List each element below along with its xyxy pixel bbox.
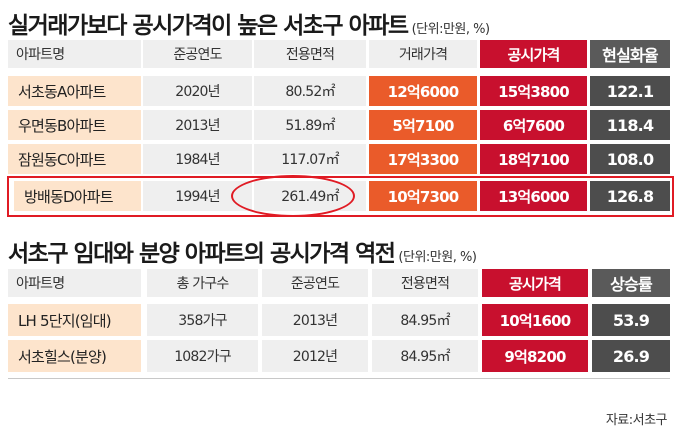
t1-row2-name: 우면동B아파트 — [8, 110, 141, 140]
t2-row1-name: LH 5단지(임대) — [8, 304, 141, 336]
t1-header-name: 아파트명 — [8, 40, 141, 68]
t1-row1-ratio: 122.1 — [590, 76, 670, 106]
t1-row1-year: 2020년 — [143, 76, 252, 106]
t2-row1-area: 84.95㎡ — [372, 304, 478, 336]
t2-header-name: 아파트명 — [8, 269, 141, 297]
t1-row4-official: 13억6000 — [480, 181, 587, 211]
t1-row3-year: 1984년 — [143, 144, 252, 174]
t1-row3-trade: 17억3300 — [369, 144, 477, 174]
t2-row2-growth: 26.9 — [592, 340, 670, 372]
t1-header-ratio: 현실화율 — [590, 40, 670, 68]
t2-row2-official: 9억8200 — [482, 340, 588, 372]
t1-row3-area: 117.07㎡ — [254, 144, 366, 174]
t2-row1-households: 358가구 — [147, 304, 258, 336]
row-highlight-box — [7, 176, 674, 217]
t2-header-growth: 상승률 — [592, 269, 670, 297]
t2-row1-year: 2013년 — [262, 304, 368, 336]
t2-row2-households: 1082가구 — [147, 340, 258, 372]
table1-title-text: 실거래가보다 공시가격이 높은 서초구 아파트 — [8, 13, 409, 39]
t1-row1-trade: 12억6000 — [369, 76, 477, 106]
t1-header-year: 준공연도 — [143, 40, 252, 68]
table1-title: 실거래가보다 공시가격이 높은 서초구 아파트 (단위:만원, %) — [8, 6, 490, 40]
t1-row2-trade: 5억7100 — [369, 110, 477, 140]
t2-header-households: 총 가구수 — [147, 269, 258, 297]
t1-row4-trade: 10억7300 — [369, 181, 477, 211]
table1-unit: (단위:만원, %) — [411, 22, 490, 37]
t2-header-area: 전용면적 — [372, 269, 478, 297]
t1-row1-name: 서초동A아파트 — [8, 76, 141, 106]
t2-row2-year: 2012년 — [262, 340, 368, 372]
table2-unit: (단위:만원, %) — [398, 250, 477, 265]
t2-header-official: 공시가격 — [482, 269, 588, 297]
t1-row3-official: 18억7100 — [480, 144, 587, 174]
t1-row3-name: 잠원동C아파트 — [8, 144, 141, 174]
t1-row2-year: 2013년 — [143, 110, 252, 140]
t1-header-official: 공시가격 — [480, 40, 587, 68]
t1-row4-year: 1994년 — [143, 181, 252, 211]
t1-row4-name: 방배동D아파트 — [14, 181, 141, 211]
t1-row2-area: 51.89㎡ — [254, 110, 366, 140]
t1-row2-official: 6억7600 — [480, 110, 587, 140]
t2-row2-name: 서초힐스(분양) — [8, 340, 141, 372]
bottom-divider — [8, 378, 670, 379]
table2-title-text: 서초구 임대와 분양 아파트의 공시가격 역전 — [8, 241, 396, 267]
t1-row3-ratio: 108.0 — [590, 144, 670, 174]
t2-header-year: 준공연도 — [262, 269, 368, 297]
t1-row4-ratio: 126.8 — [590, 181, 670, 211]
t1-row1-official: 15억3800 — [480, 76, 587, 106]
t2-row1-official: 10억1600 — [482, 304, 588, 336]
t2-row1-growth: 53.9 — [592, 304, 670, 336]
t2-row2-area: 84.95㎡ — [372, 340, 478, 372]
t1-header-area: 전용면적 — [254, 40, 366, 68]
t1-row2-ratio: 118.4 — [590, 110, 670, 140]
table2-title: 서초구 임대와 분양 아파트의 공시가격 역전 (단위:만원, %) — [8, 234, 477, 268]
t1-row1-area: 80.52㎡ — [254, 76, 366, 106]
source-note: 자료:서초구 — [605, 413, 668, 428]
t1-header-trade: 거래가격 — [369, 40, 477, 68]
